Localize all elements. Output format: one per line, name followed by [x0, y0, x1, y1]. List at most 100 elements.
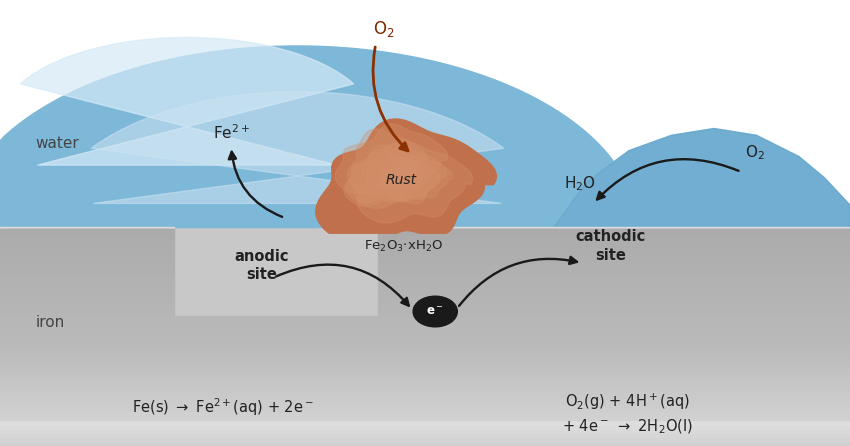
Polygon shape	[0, 233, 174, 238]
Text: O$_2$: O$_2$	[745, 143, 765, 162]
Polygon shape	[174, 407, 378, 411]
FancyArrowPatch shape	[373, 47, 408, 151]
Polygon shape	[0, 351, 174, 355]
Polygon shape	[0, 442, 174, 446]
Polygon shape	[174, 368, 378, 372]
Polygon shape	[378, 316, 850, 320]
Polygon shape	[0, 255, 174, 259]
Polygon shape	[378, 368, 850, 372]
Polygon shape	[378, 311, 850, 316]
Polygon shape	[0, 320, 174, 324]
Polygon shape	[378, 424, 850, 429]
Polygon shape	[346, 149, 423, 203]
Polygon shape	[0, 259, 174, 264]
Polygon shape	[0, 246, 174, 251]
Polygon shape	[378, 238, 850, 242]
Polygon shape	[174, 411, 378, 416]
Polygon shape	[378, 273, 850, 277]
Polygon shape	[174, 420, 378, 424]
Polygon shape	[0, 298, 174, 303]
Polygon shape	[378, 389, 850, 394]
Polygon shape	[378, 242, 850, 246]
Polygon shape	[378, 411, 850, 416]
Polygon shape	[378, 290, 850, 294]
Text: Fe$^{2+}$: Fe$^{2+}$	[212, 124, 250, 142]
Polygon shape	[378, 403, 850, 407]
Polygon shape	[0, 433, 174, 438]
Polygon shape	[378, 376, 850, 381]
Polygon shape	[378, 277, 850, 281]
FancyArrowPatch shape	[459, 257, 577, 306]
FancyArrowPatch shape	[276, 264, 409, 306]
Polygon shape	[174, 351, 378, 355]
Polygon shape	[0, 329, 174, 333]
Polygon shape	[0, 251, 174, 255]
Polygon shape	[378, 394, 850, 398]
Polygon shape	[174, 355, 378, 359]
Polygon shape	[0, 368, 174, 372]
Polygon shape	[0, 381, 174, 385]
Polygon shape	[0, 227, 174, 229]
Polygon shape	[0, 394, 174, 398]
Polygon shape	[91, 92, 504, 203]
Polygon shape	[0, 242, 174, 246]
Polygon shape	[0, 429, 174, 433]
Polygon shape	[0, 238, 174, 242]
Text: water: water	[36, 136, 79, 151]
Text: e$^-$: e$^-$	[427, 305, 444, 318]
Polygon shape	[0, 420, 174, 424]
Polygon shape	[20, 37, 354, 165]
Polygon shape	[378, 246, 850, 251]
Polygon shape	[0, 277, 174, 281]
Polygon shape	[0, 268, 174, 273]
Polygon shape	[552, 128, 850, 229]
Text: + 4e$^-$ $\rightarrow$ 2H$_2$O(l): + 4e$^-$ $\rightarrow$ 2H$_2$O(l)	[562, 418, 693, 437]
Polygon shape	[174, 363, 378, 368]
Polygon shape	[174, 424, 378, 429]
Text: Fe(s) $\rightarrow$ Fe$^{2+}$(aq) + 2e$^-$: Fe(s) $\rightarrow$ Fe$^{2+}$(aq) + 2e$^…	[132, 396, 314, 418]
Polygon shape	[357, 142, 473, 223]
Polygon shape	[174, 416, 378, 420]
Polygon shape	[378, 233, 850, 238]
Text: H$_2$O: H$_2$O	[564, 174, 596, 193]
Polygon shape	[0, 342, 174, 346]
Polygon shape	[378, 398, 850, 403]
Polygon shape	[0, 403, 174, 407]
Polygon shape	[378, 303, 850, 307]
Polygon shape	[174, 346, 378, 351]
Polygon shape	[378, 429, 850, 433]
Polygon shape	[0, 389, 174, 394]
Polygon shape	[378, 227, 850, 229]
Polygon shape	[378, 320, 850, 324]
Polygon shape	[378, 355, 850, 359]
Text: anodic
site: anodic site	[235, 249, 289, 282]
Polygon shape	[0, 333, 174, 338]
Polygon shape	[0, 359, 174, 363]
Polygon shape	[174, 333, 378, 338]
Polygon shape	[378, 385, 850, 389]
Text: O$_2$(g) + 4H$^+$(aq): O$_2$(g) + 4H$^+$(aq)	[565, 392, 689, 412]
FancyArrowPatch shape	[597, 159, 739, 199]
Polygon shape	[174, 381, 378, 385]
Polygon shape	[174, 403, 378, 407]
Polygon shape	[378, 259, 850, 264]
Polygon shape	[0, 376, 174, 381]
Polygon shape	[0, 229, 174, 233]
Polygon shape	[0, 424, 174, 429]
Text: cathodic
site: cathodic site	[575, 229, 645, 263]
Polygon shape	[174, 338, 378, 342]
Polygon shape	[343, 145, 431, 206]
Polygon shape	[378, 268, 850, 273]
Polygon shape	[378, 294, 850, 298]
Polygon shape	[354, 144, 446, 208]
Polygon shape	[378, 438, 850, 442]
Polygon shape	[348, 124, 448, 194]
Polygon shape	[378, 359, 850, 363]
Polygon shape	[174, 316, 378, 320]
Polygon shape	[174, 442, 378, 446]
Polygon shape	[378, 285, 850, 290]
Polygon shape	[174, 389, 378, 394]
Polygon shape	[0, 46, 850, 229]
Polygon shape	[378, 346, 850, 351]
Polygon shape	[378, 433, 850, 438]
